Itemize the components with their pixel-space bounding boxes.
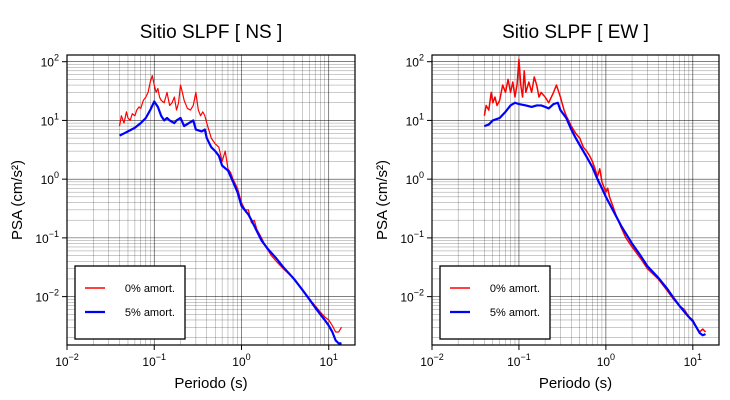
y-tick-label: 101 <box>41 111 59 128</box>
y-tick-label: 10−1 <box>400 229 424 246</box>
series-line-undamped <box>483 58 707 333</box>
legend-label: 0% amort. <box>125 283 175 295</box>
chart-title: Sitio SLPF [ NS ] <box>140 22 283 43</box>
plot-frame <box>66 54 356 346</box>
series-line-undamped <box>118 74 343 333</box>
y-tick-label: 102 <box>41 53 59 70</box>
plot-frame <box>431 54 720 346</box>
x-tick-label: 101 <box>684 352 702 369</box>
x-tick-label: 100 <box>232 352 250 369</box>
legend-label: 5% amort. <box>125 307 175 319</box>
legend: 0% amort. 5% amort. <box>439 265 551 340</box>
y-tick-label: 10−2 <box>400 288 424 305</box>
y-tick-label: 101 <box>406 111 424 128</box>
legend: 0% amort. 5% amort. <box>74 265 186 340</box>
legend-label: 5% amort. <box>490 307 540 319</box>
chart-title: Sitio SLPF [ EW ] <box>502 22 649 43</box>
x-tick-label: 10−1 <box>507 352 531 369</box>
y-tick-label: 100 <box>41 170 59 187</box>
x-tick-label: 10−1 <box>142 352 166 369</box>
chart-ew: 10−2 10−1 100 101 10−2 10−1 100 101 102 Sitio SLP… <box>374 22 720 392</box>
legend-label: 0% amort. <box>490 283 540 295</box>
y-tick-label: 100 <box>406 170 424 187</box>
y-axis-label: PSA (cm/s²) <box>9 160 26 240</box>
x-tick-label: 10−2 <box>55 352 79 369</box>
y-tick-label: 10−2 <box>35 288 59 305</box>
chart-ns: 10−2 10−1 100 101 10−2 10−1 100 101 102 Sitio SLP… <box>9 22 356 392</box>
x-tick-label: 101 <box>320 352 338 369</box>
legend-box <box>439 265 551 340</box>
legend-box <box>74 265 186 340</box>
series-line-damped <box>119 100 342 345</box>
x-axis-label: Periodo (s) <box>539 375 612 392</box>
ticks: 10−2 10−1 100 101 10−2 10−1 100 101 102 <box>400 53 702 369</box>
x-tick-label: 10−2 <box>420 352 444 369</box>
x-axis-label: Periodo (s) <box>174 375 247 392</box>
y-tick-label: 102 <box>406 53 424 70</box>
series-line-damped <box>483 101 706 337</box>
ticks: 10−2 10−1 100 101 10−2 10−1 100 101 102 <box>35 53 338 369</box>
y-axis-label: PSA (cm/s²) <box>374 160 391 240</box>
y-tick-label: 10−1 <box>35 229 59 246</box>
x-tick-label: 100 <box>597 352 615 369</box>
